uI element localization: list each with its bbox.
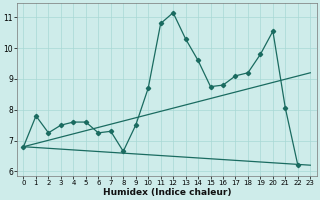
X-axis label: Humidex (Indice chaleur): Humidex (Indice chaleur): [103, 188, 231, 197]
